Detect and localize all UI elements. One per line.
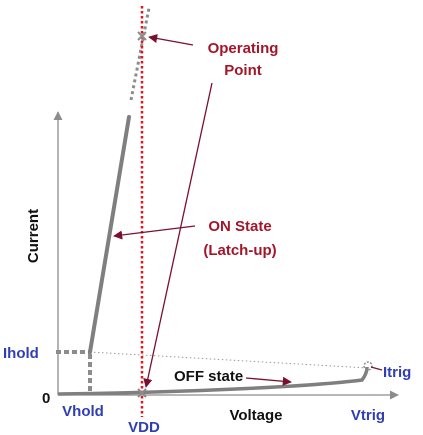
on-state-label-line1: ON State (208, 218, 271, 235)
on-state-curve-extension (129, 7, 151, 101)
on-state-label-line2: (Latch-up) (203, 242, 276, 259)
on-state-arrow (113, 225, 196, 240)
on-state-curve (88, 115, 131, 354)
x-axis-label: Voltage (229, 407, 282, 424)
itrig-arrow (370, 366, 383, 371)
operating-point-marker (137, 31, 147, 41)
itrig-label: Itrig (383, 364, 411, 381)
operating-point-arrow-bottom (143, 82, 213, 388)
off-state-arrow (245, 376, 292, 386)
hold-to-trigger-dotted-line (89, 351, 369, 369)
ihold-label: Ihold (3, 345, 39, 362)
vtrig-label: Vtrig (351, 407, 385, 424)
operating-point-label-line1: Operating (208, 40, 279, 57)
off-state-label: OFF state (174, 368, 243, 385)
operating-point-label-line2: Point (224, 62, 262, 79)
y-axis-label: Current (25, 209, 42, 263)
origin-label: 0 (42, 390, 50, 407)
itrig-point (363, 361, 373, 371)
operating-point-arrow-top (148, 33, 194, 46)
off-state-curve (57, 366, 369, 396)
vhold-label: Vhold (62, 403, 104, 420)
vdd-label: VDD (128, 419, 160, 435)
off-state-intersection-marker (137, 388, 147, 398)
